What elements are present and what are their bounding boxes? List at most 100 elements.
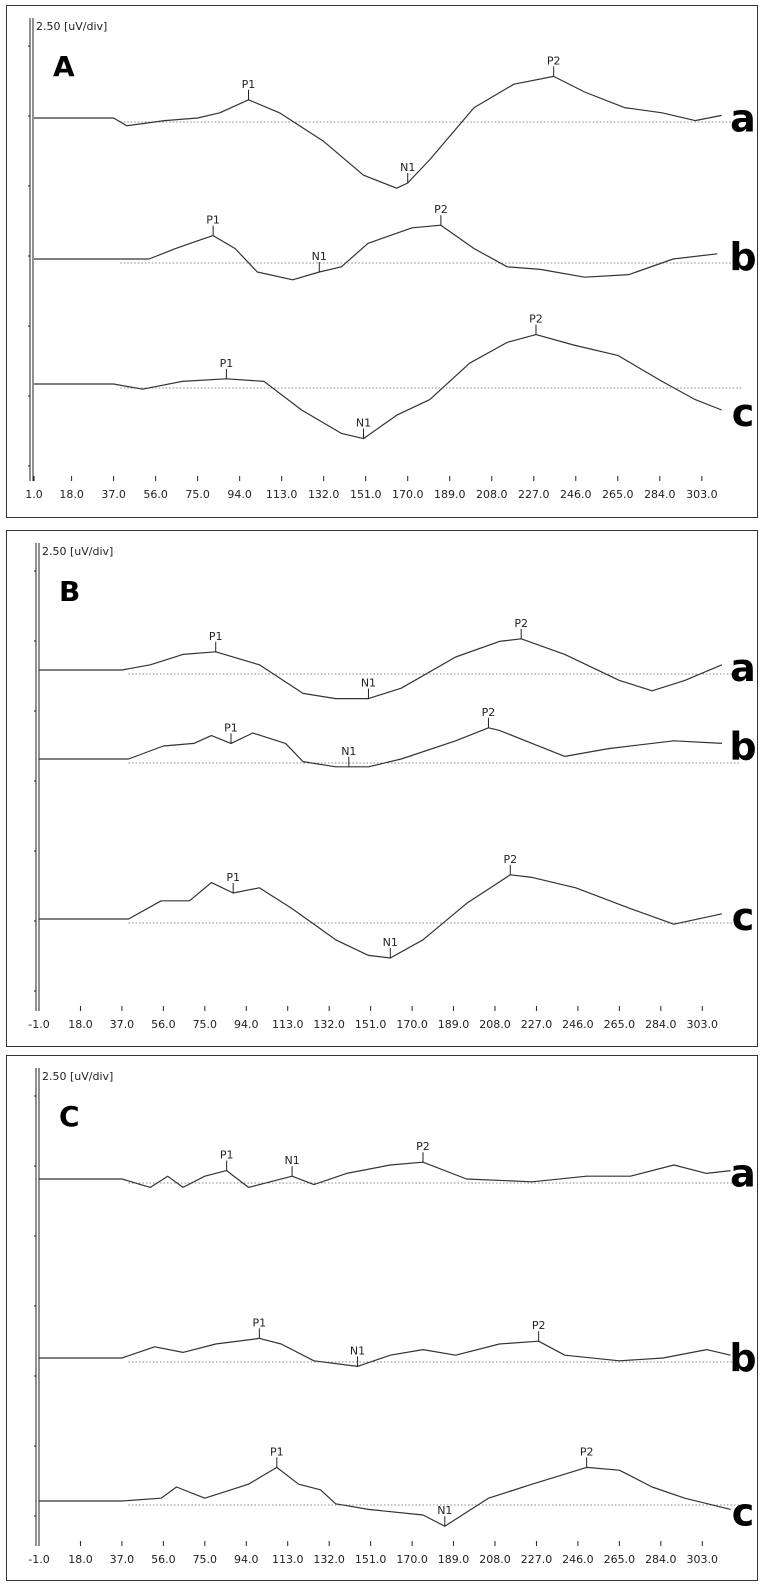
peak-N1-label: N1 bbox=[383, 936, 398, 949]
x-tick-label: 246.0 bbox=[560, 488, 592, 501]
x-tick-label: 75.0 bbox=[193, 1018, 218, 1031]
peak-N1-label: N1 bbox=[341, 745, 356, 758]
x-tick-label: 132.0 bbox=[308, 488, 340, 501]
x-tick-label: 246.0 bbox=[562, 1018, 594, 1031]
series-a-label: a bbox=[730, 96, 756, 140]
series-a-trace bbox=[39, 638, 723, 700]
x-tick-label: 189.0 bbox=[434, 488, 466, 501]
x-tick-label: 56.0 bbox=[151, 1553, 176, 1566]
series-c-trace bbox=[39, 1466, 731, 1527]
x-tick-label: 303.0 bbox=[687, 1018, 719, 1031]
x-tick-label: 56.0 bbox=[151, 1018, 176, 1031]
series-a-label: a bbox=[730, 1152, 756, 1196]
peak-N1-label: N1 bbox=[400, 161, 415, 174]
series-b-trace bbox=[39, 727, 722, 768]
x-tick-label: 227.0 bbox=[518, 488, 550, 501]
panel-label: C bbox=[59, 1100, 80, 1133]
series-b-trace bbox=[39, 1337, 731, 1367]
x-tick-label: 246.0 bbox=[562, 1553, 594, 1566]
x-tick-label: 151.0 bbox=[350, 488, 382, 501]
x-tick-label: 18.0 bbox=[59, 488, 84, 501]
peak-N1-label: N1 bbox=[312, 250, 327, 263]
x-tick-label: 94.0 bbox=[234, 1553, 259, 1566]
x-tick-label: 170.0 bbox=[392, 488, 424, 501]
x-tick-label: 189.0 bbox=[438, 1018, 470, 1031]
x-tick-label: 18.0 bbox=[68, 1018, 93, 1031]
x-tick-label: 37.0 bbox=[110, 1553, 135, 1566]
peak-P1-label: P1 bbox=[206, 214, 220, 227]
series-a-trace bbox=[34, 75, 722, 189]
x-tick-label: 208.0 bbox=[479, 1553, 511, 1566]
panel-A: 2.50 [uV/div] A 1.0 18.0 37.0 56.0 75.0 94.0 113… bbox=[6, 5, 758, 518]
x-tick-label: 18.0 bbox=[68, 1553, 93, 1566]
peak-N1-label: N1 bbox=[350, 1344, 365, 1357]
x-tick-label: -1.0 bbox=[28, 1018, 49, 1031]
x-tick-label: 303.0 bbox=[687, 1553, 719, 1566]
peak-P2-label: P2 bbox=[580, 1445, 594, 1458]
peak-N1-label: N1 bbox=[437, 1504, 452, 1517]
x-tick-label: 265.0 bbox=[604, 1553, 636, 1566]
peak-N1-label: N1 bbox=[284, 1154, 299, 1167]
series-b-label: b bbox=[729, 235, 756, 279]
x-tick-label: 113.0 bbox=[272, 1018, 304, 1031]
x-tick-label: 75.0 bbox=[185, 488, 210, 501]
peak-P1-label: P1 bbox=[253, 1316, 267, 1329]
series-c-label: c bbox=[732, 895, 755, 939]
x-tick-label: 170.0 bbox=[396, 1018, 428, 1031]
x-tick-label: 37.0 bbox=[110, 1018, 135, 1031]
series-b-label: b bbox=[729, 1336, 756, 1380]
x-tick-label: 208.0 bbox=[476, 488, 508, 501]
scale-label: 2.50 [uV/div] bbox=[42, 1070, 113, 1083]
x-tick-label: 208.0 bbox=[479, 1018, 511, 1031]
x-tick-label: 113.0 bbox=[272, 1553, 304, 1566]
series-b-label: b bbox=[729, 724, 756, 768]
x-tick-label: 1.0 bbox=[25, 488, 43, 501]
x-tick-label: 151.0 bbox=[355, 1018, 387, 1031]
x-tick-label: 284.0 bbox=[645, 1553, 677, 1566]
peak-P2-label: P2 bbox=[532, 1319, 546, 1332]
x-tick-label: 284.0 bbox=[645, 1018, 677, 1031]
series-c-label: c bbox=[732, 391, 755, 435]
x-tick-label: 94.0 bbox=[234, 1018, 259, 1031]
chart-panel-B: 2.50 [uV/div] B -1.0 18.0 37.0 56.0 75.0 94.0 11… bbox=[28, 543, 756, 1031]
peak-P2-label: P2 bbox=[514, 617, 528, 630]
peak-P1-label: P1 bbox=[242, 78, 256, 91]
peak-P1-label: P1 bbox=[226, 871, 240, 884]
x-tick-label: -1.0 bbox=[28, 1553, 49, 1566]
peak-P1-label: P1 bbox=[209, 630, 223, 643]
x-tick-label: 170.0 bbox=[396, 1553, 428, 1566]
x-tick-label: 151.0 bbox=[355, 1553, 387, 1566]
x-tick-label: 113.0 bbox=[266, 488, 298, 501]
peak-P2-label: P2 bbox=[547, 54, 561, 67]
peak-P2-label: P2 bbox=[434, 203, 448, 216]
x-tick-label: 189.0 bbox=[438, 1553, 470, 1566]
x-tick-label: 37.0 bbox=[101, 488, 126, 501]
peak-P1-label: P1 bbox=[220, 357, 234, 370]
series-c-trace bbox=[34, 334, 722, 440]
x-tick-label: 75.0 bbox=[193, 1553, 218, 1566]
panel-label: B bbox=[59, 575, 80, 608]
peak-P2-label: P2 bbox=[503, 853, 517, 866]
series-c-label: c bbox=[732, 1490, 755, 1534]
x-tick-label: 227.0 bbox=[521, 1018, 553, 1031]
panel-B: 2.50 [uV/div] B -1.0 18.0 37.0 56.0 75.0 94.0 11… bbox=[6, 530, 758, 1047]
x-tick-label: 303.0 bbox=[686, 488, 718, 501]
panel-label: A bbox=[53, 50, 75, 83]
peak-P2-label: P2 bbox=[416, 1140, 430, 1153]
scale-label: 2.50 [uV/div] bbox=[42, 545, 113, 558]
scale-label: 2.50 [uV/div] bbox=[36, 20, 107, 33]
x-tick-label: 94.0 bbox=[227, 488, 252, 501]
peak-P2-label: P2 bbox=[482, 706, 496, 719]
x-tick-label: 284.0 bbox=[644, 488, 676, 501]
x-tick-label: 132.0 bbox=[313, 1553, 345, 1566]
series-a-trace bbox=[39, 1161, 731, 1188]
peak-P1-label: P1 bbox=[270, 1445, 284, 1458]
peak-P2-label: P2 bbox=[529, 313, 543, 326]
chart-panel-A: 2.50 [uV/div] A 1.0 18.0 37.0 56.0 75.0 94.0 113… bbox=[25, 18, 756, 501]
series-b-trace bbox=[34, 224, 718, 281]
x-tick-label: 56.0 bbox=[143, 488, 168, 501]
panel-C: 2.50 [uV/div] C -1.0 18.0 37.0 56.0 75.0 94.0 11… bbox=[6, 1055, 758, 1581]
chart-panel-C: 2.50 [uV/div] C -1.0 18.0 37.0 56.0 75.0 94.0 11… bbox=[28, 1068, 756, 1566]
x-tick-label: 265.0 bbox=[602, 488, 634, 501]
peak-P1-label: P1 bbox=[220, 1149, 234, 1162]
